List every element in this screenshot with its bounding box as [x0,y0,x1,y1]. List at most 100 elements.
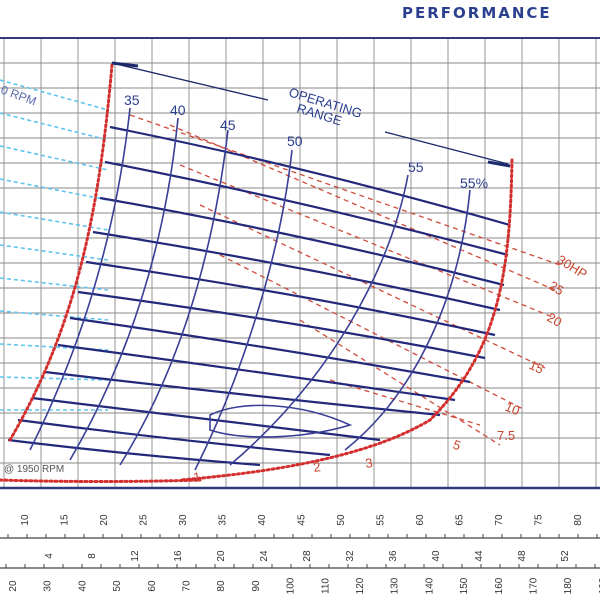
x-tick-label-scale-1: 25 [139,514,150,526]
x-tick-label-scale-3: 70 [182,580,193,592]
x-tick-label-scale-1: 30 [178,514,189,526]
x-tick-label-scale-1: 45 [297,514,308,526]
x-tick-label-scale-2: 8 [87,553,98,559]
x-tick-label-scale-1: 20 [99,514,110,526]
x-tick-label-scale-3: 160 [494,577,505,594]
speed-curve [109,125,511,227]
efficiency-label: 55 [408,159,424,175]
power-line [219,254,526,411]
power-line [169,124,556,291]
x-tick-label-scale-3: 150 [459,577,470,594]
efficiency-label: 45 [220,117,236,133]
x-tick-label-scale-1: 10 [20,514,31,526]
x-tick-label-scale-1: 15 [60,514,71,526]
x-tick-label-scale-1: 50 [336,514,347,526]
power-label: 10 [503,399,522,418]
x-tick-label-scale-3: 60 [147,580,158,592]
power-line [299,319,501,446]
speed-curve [99,196,505,287]
x-tick-label-scale-2: 24 [259,550,270,562]
speed-guide-line [0,178,109,201]
power-label: 2 [312,459,321,475]
power-label: 5 [451,437,463,454]
x-tick-label-scale-3: 170 [529,577,540,594]
x-tick-label-scale-2: 36 [388,550,399,562]
power-label: 20 [545,310,565,330]
x-tick-label-scale-2: 16 [173,550,184,562]
efficiency-curve [229,174,409,466]
efficiency-curve [69,117,179,461]
x-tick-label-scale-2: 40 [431,550,442,562]
x-tick-label-scale-2: 44 [474,550,485,562]
operating-range-right [178,158,514,482]
efficiency-curve [29,107,131,451]
banner-title: PERFORMANCE [402,4,552,22]
x-tick-label-scale-2: 32 [345,550,356,562]
x-tick-label-scale-3: 180 [563,577,574,594]
efficiency-label: 55% [460,175,488,191]
range-bracket-cap-right [487,160,511,168]
efficiency-label: 50 [287,133,303,149]
efficiency-peak-loop [209,404,353,438]
x-tick-label-scale-3: 120 [355,577,366,594]
power-label: 7.5 [497,428,515,443]
efficiency-curve [119,129,229,466]
speed-curve [57,343,456,402]
speed-curve [17,418,331,457]
operating-range-bottom [0,478,202,483]
x-tick-label-scale-3: 20 [8,580,19,592]
power-label: 30HP [554,252,590,282]
operating-range-left [8,63,114,442]
speed-label-top: 0 RPM [0,83,38,109]
range-bracket-line-right [384,131,509,165]
x-tick-label-scale-3: 40 [77,580,88,592]
speed-guide-line [0,244,109,261]
x-tick-label-scale-1: 40 [257,514,268,526]
range-bracket-line-left [111,62,269,101]
x-tick-label-scale-3: 130 [390,577,401,594]
x-tick-label-scale-3: 100 [286,577,297,594]
speed-guide-line [0,145,109,171]
speed-curve [104,160,509,257]
speed-guide-line [0,112,109,141]
speed-curve [31,396,381,442]
efficiency-curve [344,189,471,451]
x-tick-label-scale-1: 65 [455,514,466,526]
x-tick-label-scale-1: 55 [376,514,387,526]
speed-guide-line [0,310,109,321]
power-label: 3 [364,455,373,471]
power-label: 25 [546,278,566,298]
speed-guide-line [0,79,109,111]
x-tick-label-scale-3: 50 [112,580,123,592]
x-tick-label-scale-3: 110 [320,578,331,594]
speed-curve [85,260,496,337]
x-tick-label-scale-1: 60 [415,514,426,526]
x-tick-label-scale-2: 12 [130,550,141,562]
x-tick-label-scale-2: 48 [517,550,528,562]
speed-curve [77,290,486,360]
power-label: 15 [527,357,546,377]
x-tick-label-scale-3: 140 [424,577,435,594]
efficiency-curve [194,149,293,471]
x-tick-label-scale-2: 28 [302,550,313,562]
x-tick-label-scale-2: 20 [216,550,227,562]
x-tick-label-scale-3: 190 [598,577,600,594]
x-tick-label-scale-1: 75 [534,514,545,526]
speed-curve [7,438,261,467]
efficiency-label: 40 [170,102,186,118]
power-line [199,204,546,369]
speed-curve [69,316,471,384]
speed-label-bottom: @ 1950 RPM [4,464,64,475]
x-tick-label-scale-1: 70 [494,514,505,526]
power-label: 1 [192,469,201,485]
x-tick-label-scale-3: 90 [251,580,262,592]
power-line [329,379,481,426]
x-tick-label-scale-3: 30 [43,580,54,592]
x-tick-label-scale-1: 80 [573,514,584,526]
x-tick-label-scale-1: 35 [218,514,229,526]
efficiency-label: 35 [124,92,140,108]
x-tick-label-scale-2: 52 [560,550,571,562]
power-line [129,114,561,266]
x-tick-label-scale-3: 80 [216,580,227,592]
